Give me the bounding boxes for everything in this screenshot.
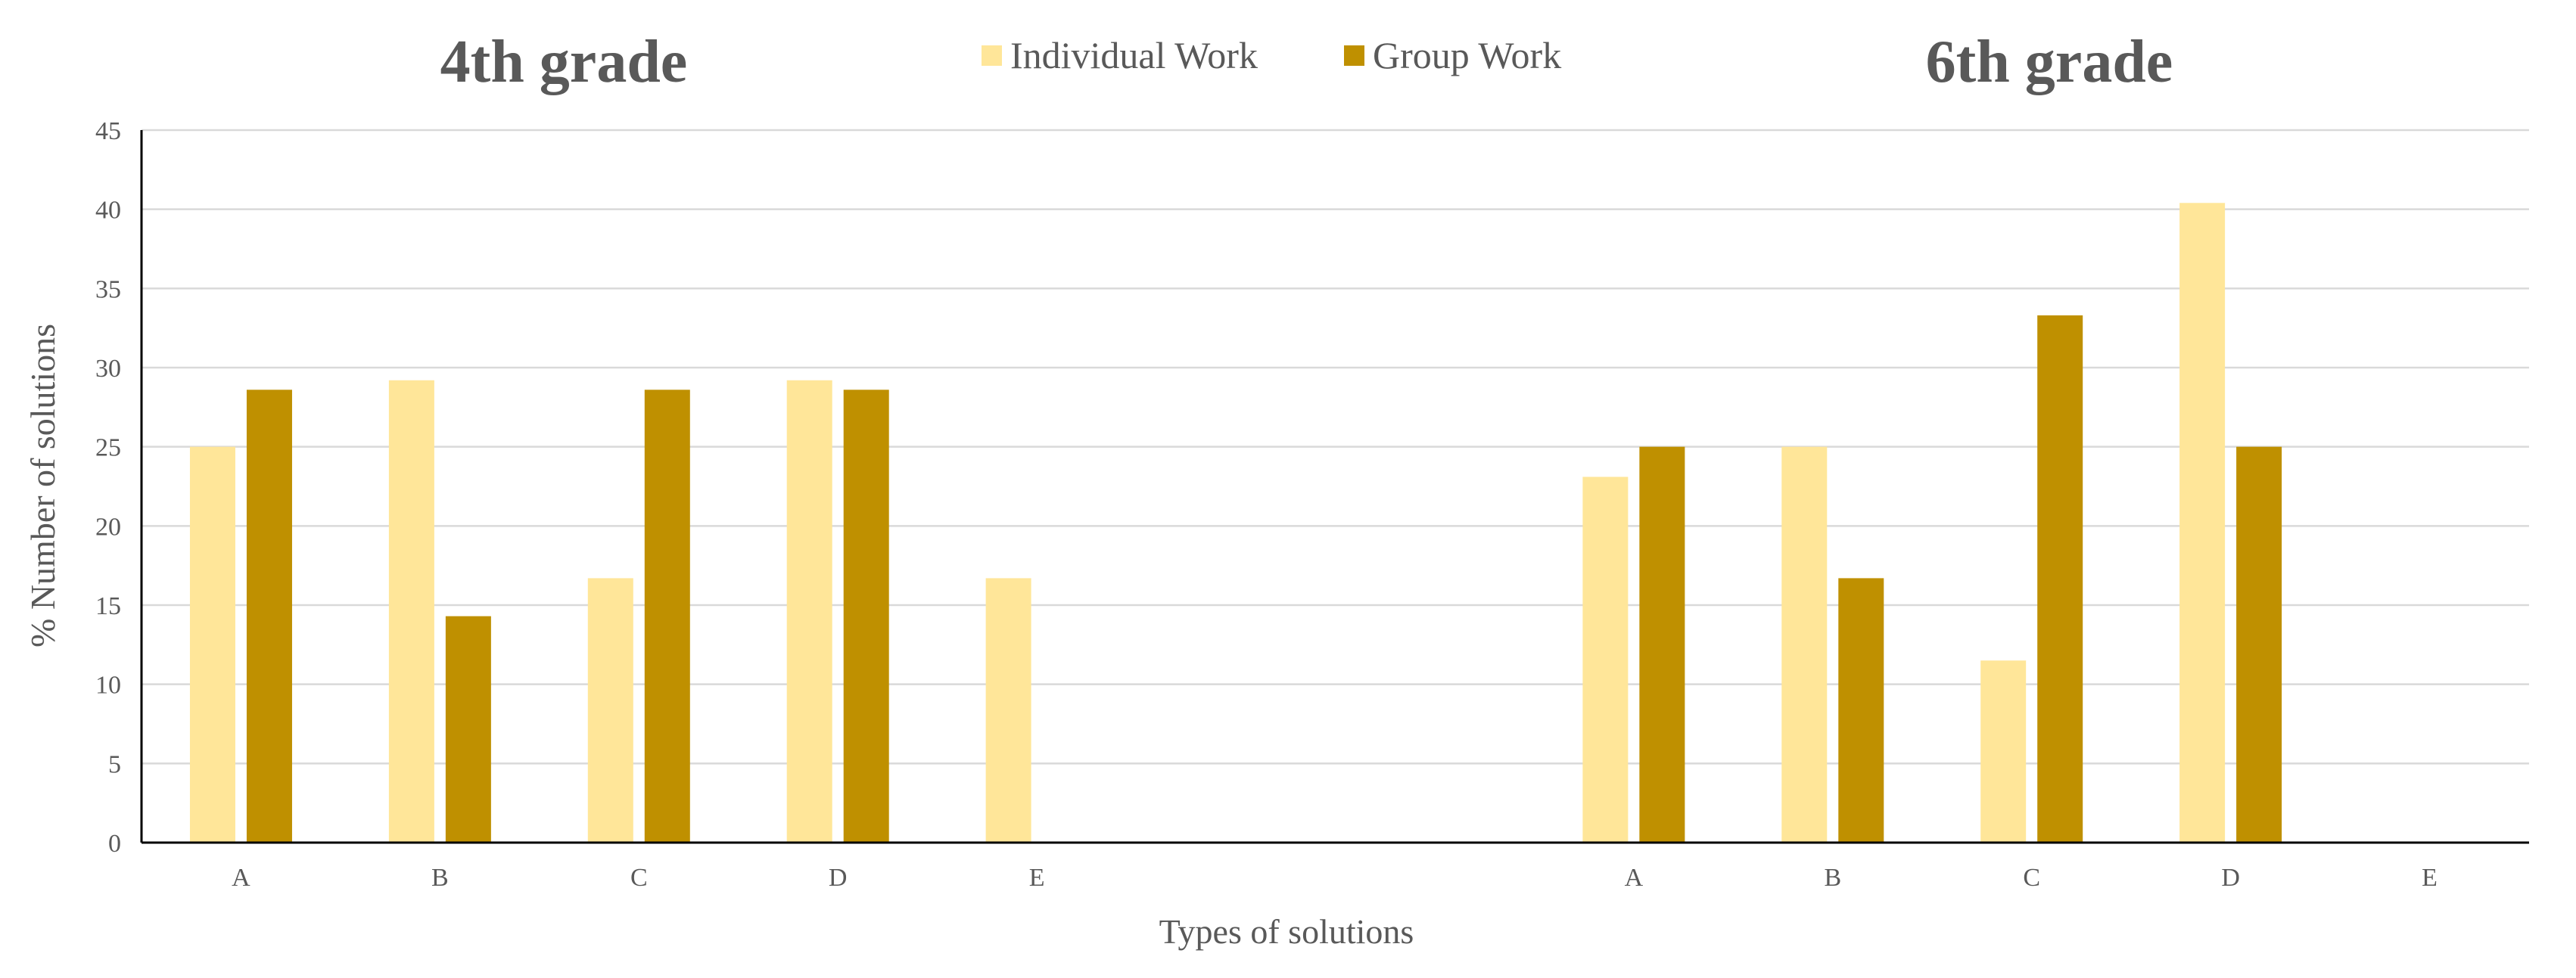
legend-label-group-work: Group Work [1373, 34, 1561, 76]
bar-4th-grade-c-group-work [644, 390, 690, 843]
bar-6th-grade-d-individual-work [2179, 203, 2226, 843]
bar-6th-grade-b-individual-work [1781, 446, 1828, 843]
bar-6th-grade-c-group-work [2037, 315, 2083, 843]
x-tick-label-4th-grade-b: B [431, 864, 449, 892]
y-tick-label-10: 10 [95, 672, 121, 700]
y-tick-label-15: 15 [95, 592, 121, 620]
bar-6th-grade-d-group-work [2236, 446, 2282, 843]
x-tick-label-4th-grade-d: D [829, 864, 848, 892]
bar-4th-grade-c-individual-work [587, 578, 633, 843]
bar-4th-grade-e-individual-work [985, 578, 1031, 843]
y-tick-label-40: 40 [95, 197, 121, 225]
bar-4th-grade-a-group-work [246, 390, 292, 843]
y-tick-label-35: 35 [95, 275, 121, 303]
y-tick-label-0: 0 [108, 830, 121, 858]
x-tick-label-6th-grade-c: C [2023, 864, 2040, 892]
bar-4th-grade-d-group-work [843, 390, 889, 843]
y-axis-title: % Number of solutions [23, 324, 62, 647]
x-tick-label-6th-grade-d: D [2221, 864, 2240, 892]
bar-4th-grade-d-individual-work [786, 380, 832, 843]
bar-4th-grade-b-individual-work [388, 380, 434, 843]
x-tick-label-4th-grade-e: E [1029, 864, 1045, 892]
x-tick-label-6th-grade-e: E [2422, 864, 2438, 892]
bar-6th-grade-a-individual-work [1582, 477, 1629, 843]
legend-swatch-individual-work [982, 45, 1002, 66]
y-tick-label-20: 20 [95, 513, 121, 541]
x-tick-label-4th-grade-c: C [630, 864, 648, 892]
y-tick-label-25: 25 [95, 434, 121, 462]
bar-4th-grade-a-individual-work [189, 446, 235, 843]
y-tick-label-30: 30 [95, 355, 121, 383]
x-tick-label-6th-grade-b: B [1824, 864, 1841, 892]
bars [189, 203, 2282, 843]
y-tick-label-45: 45 [95, 117, 121, 145]
x-tick-label-6th-grade-a: A [1625, 864, 1644, 892]
x-tick-label-4th-grade-a: A [232, 864, 250, 892]
bar-4th-grade-b-group-work [445, 616, 491, 843]
bar-6th-grade-c-individual-work [1980, 660, 2027, 843]
x-axis-title: Types of solutions [1159, 912, 1414, 951]
panel-title-4th-grade: 4th grade [440, 29, 688, 95]
axes [140, 130, 2529, 844]
legend-label-individual-work: Individual Work [1010, 34, 1258, 76]
legend: Individual Work Group Work [982, 34, 1561, 76]
y-tick-labels: 0 5 10 15 20 25 30 35 40 45 [95, 117, 121, 858]
y-tick-label-5: 5 [108, 750, 121, 778]
bar-6th-grade-b-group-work [1838, 578, 1884, 843]
legend-swatch-group-work [1344, 45, 1364, 66]
bar-6th-grade-a-group-work [1639, 446, 1685, 843]
panel-title-6th-grade: 6th grade [1926, 29, 2173, 95]
gridlines [142, 129, 2529, 765]
